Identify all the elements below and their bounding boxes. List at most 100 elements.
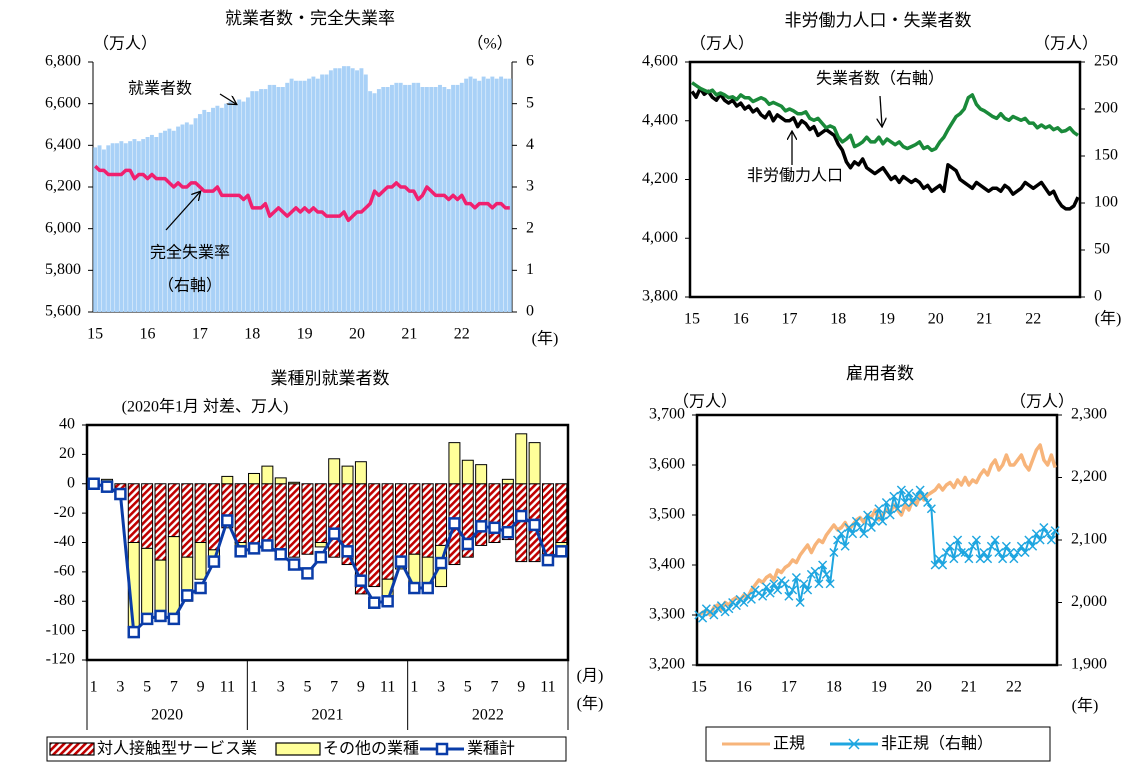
bar	[555, 483, 568, 543]
bar	[320, 74, 325, 312]
point-marker	[825, 579, 835, 589]
point-marker	[885, 510, 895, 520]
bar	[324, 74, 329, 312]
x-unit: (年)	[532, 330, 559, 348]
x-tick-label: 15	[87, 326, 103, 343]
bar	[194, 542, 207, 580]
annotation-arrow	[165, 192, 200, 231]
point-marker	[1016, 541, 1026, 551]
point-marker	[746, 594, 756, 604]
point-marker	[1024, 535, 1034, 545]
point-marker	[818, 560, 828, 570]
point-marker	[990, 535, 1000, 545]
x-tick-label: 3	[277, 679, 285, 696]
bar	[359, 68, 364, 312]
point-marker	[448, 517, 461, 530]
x-tick-label: 9	[197, 679, 205, 696]
y-tick-label: 3,300	[649, 606, 685, 623]
bar	[237, 99, 242, 312]
bar	[403, 84, 408, 313]
bar	[395, 483, 407, 566]
legend-swatch	[49, 742, 95, 756]
bar	[163, 130, 167, 312]
point-marker	[488, 521, 501, 535]
y-unit: （万人）	[93, 35, 157, 53]
y-tick-label: 3,700	[649, 406, 685, 423]
point-marker	[724, 604, 734, 614]
x-tick-label: 11	[540, 679, 555, 696]
bar	[376, 89, 381, 312]
point-marker	[773, 585, 783, 595]
x-tick-label: 19	[871, 679, 887, 696]
y2-tick-label: 6	[526, 53, 534, 70]
bar	[302, 80, 307, 312]
bar	[176, 126, 181, 312]
x-tick-label: 15	[691, 679, 707, 696]
point-marker	[341, 545, 354, 558]
annotation: 完全失業率	[150, 244, 230, 262]
y2-tick-label: 150	[1094, 147, 1118, 164]
legend-marker	[848, 738, 860, 750]
x-tick-label: 21	[961, 679, 977, 696]
bar	[475, 483, 488, 546]
point-marker	[983, 554, 993, 564]
annotation-arrow	[219, 93, 236, 104]
bar	[101, 149, 106, 312]
y-tick-label: 5,600	[45, 303, 81, 320]
bar	[97, 145, 102, 312]
point-marker	[180, 589, 194, 602]
point-marker	[1020, 547, 1030, 558]
plot-area	[695, 413, 1059, 667]
y-tick-label: -80	[54, 592, 75, 609]
y-tick-label: 20	[59, 445, 75, 462]
bar	[438, 84, 442, 313]
bar	[314, 483, 327, 543]
x-tick-label: 22	[454, 326, 470, 343]
point-marker	[394, 555, 408, 568]
point-marker	[287, 558, 301, 571]
x-tick-label: 3	[437, 679, 445, 696]
x-tick-label: 18	[826, 679, 842, 696]
point-marker	[368, 596, 381, 609]
x-tick-label: 5	[464, 679, 472, 696]
point-marker	[698, 613, 708, 623]
bar	[285, 82, 290, 312]
bar	[448, 442, 461, 485]
year-label: 2020	[151, 707, 183, 724]
bar	[261, 483, 274, 546]
x-tick-label: 22	[1006, 679, 1022, 696]
bar	[167, 536, 180, 618]
point-marker	[844, 522, 854, 533]
point-marker	[855, 522, 865, 533]
x-tick-label: 19	[879, 311, 895, 328]
x-tick-label: 16	[736, 679, 752, 696]
x-tick-label: 17	[192, 326, 208, 343]
point-marker	[979, 547, 989, 558]
bar	[451, 84, 456, 313]
bar	[368, 483, 381, 588]
bar	[167, 128, 172, 312]
y2-tick-label: 0	[526, 303, 534, 320]
y2-unit: （%）	[467, 35, 512, 53]
point-marker	[829, 547, 839, 558]
bar	[372, 93, 377, 312]
bar	[154, 483, 167, 561]
y-tick-label: 40	[59, 416, 75, 433]
point-marker	[1013, 547, 1023, 558]
y-tick-label: 4,200	[642, 170, 678, 187]
annotation: 非労働力人口	[747, 167, 843, 185]
annotation: 失業者数（右軸）	[816, 70, 944, 88]
bar	[411, 82, 416, 312]
y-tick-label: 6,000	[45, 219, 81, 236]
point-marker	[934, 554, 944, 564]
bar	[311, 76, 316, 312]
point-marker	[234, 545, 247, 558]
series-line	[690, 86, 1080, 211]
bar	[93, 147, 98, 312]
plot-area	[93, 62, 512, 312]
point-marker	[555, 545, 568, 558]
x-tick-label: 1	[250, 679, 258, 696]
bar	[110, 143, 115, 312]
x-tick-label: 1	[90, 679, 98, 696]
